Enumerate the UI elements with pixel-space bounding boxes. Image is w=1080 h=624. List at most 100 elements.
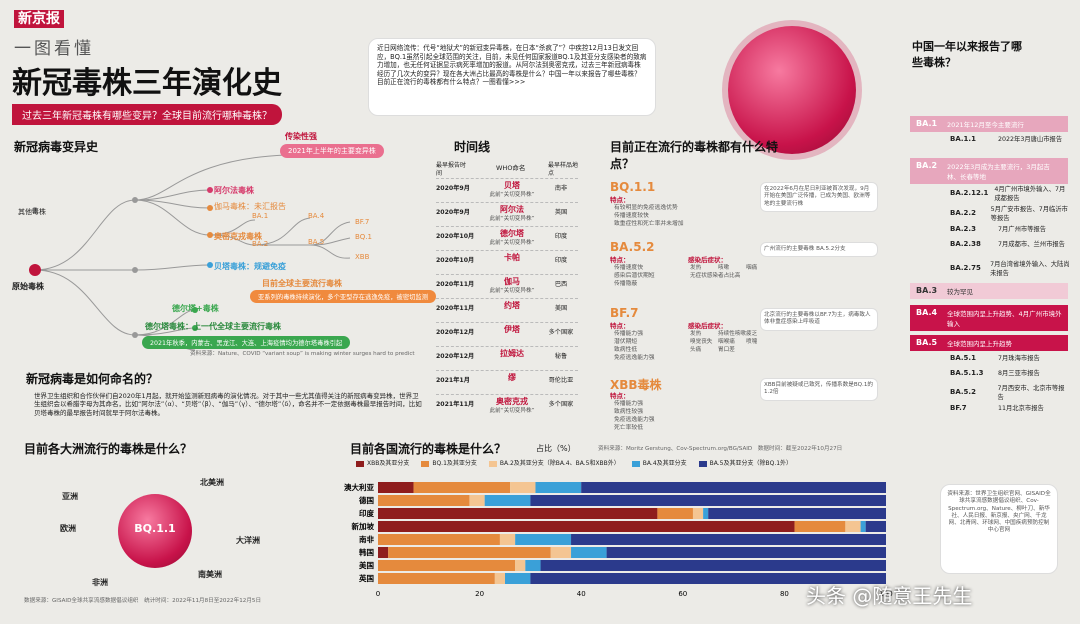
sources-box: 资料来源：世界卫生组织官网、GISAID全球共享流感数据倡议组织、Cov-Spe… (940, 484, 1058, 574)
timeline-row: 2020年9月 贝塔 此前“关切变异株” 南非 (436, 178, 578, 202)
timeline-place: 哥伦比亚 (548, 377, 574, 384)
intro-text: 近日网络流传：代号“地狱犬”的新冠变异毒株，在日本“杀疯了”？中疾控12月13日… (377, 44, 647, 87)
strain-symptom-label: 感染后症状： (688, 322, 727, 330)
timeline-note: 此前“关切变异株” (489, 240, 535, 246)
omicron-label: 奥密克戎毒株 (214, 232, 262, 241)
strain-name: XBB毒株 (610, 378, 662, 392)
timeline-col2: WHO命名 (496, 164, 526, 172)
variants-tree (29, 154, 351, 351)
continent-virus (118, 494, 192, 568)
bar-segment (378, 508, 658, 519)
node-xbb: XBB (355, 253, 370, 261)
china-item-value: 7月珠海市报告 (998, 355, 1040, 362)
china-group-ba-4: BA.4 全球范围内呈上升趋势、4月广州市境外输入 (910, 305, 1068, 331)
delta-label: 德尔塔毒株：上一代全球主要流行毒株 (145, 322, 281, 331)
bar-segment (515, 560, 526, 571)
china-group-desc: 2022年3月成为主要流行，3月起吉林、长春等地 (947, 163, 1050, 181)
china-item-value: 2022年3月唐山市报告 (998, 136, 1063, 143)
china-item: BA.2.75 7月台湾省境外输入、大陆尚未报告 (950, 259, 1070, 277)
strain-feature: 传播能力强 (614, 401, 643, 407)
page-subtitle: 过去三年新冠毒株有哪些变异？全球目前流行哪种毒株？ (12, 104, 282, 125)
china-group-label: BA.5 (916, 338, 938, 347)
strain-symptom: 咽痛 (746, 265, 758, 271)
china-group-desc: 2021年12月至今主要流行 (947, 121, 1024, 129)
category-label: 南非 (359, 534, 374, 544)
timeline-name: 卡帕 (504, 253, 520, 262)
current-main-label: 目前全球主要流行毒株 (262, 279, 342, 288)
timeline-place: 印度 (554, 233, 568, 240)
x-tick-label: 80 (780, 590, 789, 598)
china-item-key: BA.5.1.3 (950, 368, 984, 377)
sources-text: 资料来源：世界卫生组织官网、GISAID全球共享流感数据倡议组织、Cov-Spe… (947, 491, 1051, 534)
china-item: BA.1.1 2022年3月唐山市报告 (950, 134, 1070, 144)
timeline-place: 印度 (554, 257, 568, 264)
timeline-date: 2020年12月 (436, 329, 475, 336)
strain-note: 在2022年6月在尼日利亚被首次发现，9月开始在美国广泛传播，已成为美国、欧洲等… (760, 182, 878, 212)
china-item: BA.2.38 7月成都市、兰州市报告 (950, 239, 1070, 249)
china-item-key: BA.1.1 (950, 134, 976, 143)
legend-swatch (421, 460, 430, 467)
category-label: 美国 (359, 560, 374, 570)
bar-segment (530, 573, 886, 584)
strain-feature: 死亡率较低 (614, 425, 643, 431)
category-label: 新加坡 (352, 521, 375, 531)
x-tick-label: 60 (678, 590, 687, 598)
timeline-row: 2020年11月 伽马 此前“关切变异株” 巴西 (436, 274, 578, 298)
bar-segment (378, 534, 500, 545)
strain-name: BF.7 (610, 306, 639, 320)
strain-feature-label: 特点： (610, 256, 630, 264)
current-main-note: 亚系列的毒株持续演化，多个亚型存在逃逸免疫，被密切监测 (250, 290, 437, 303)
strain-feature: 传播隐蔽 (614, 281, 638, 287)
category-label: 澳大利亚 (344, 482, 374, 492)
strain-symptom: 无症状感染者占比高 (690, 273, 741, 279)
china-item-value: 11月北京市报告 (998, 405, 1044, 412)
china-group-ba-5: BA.5 全球范围内呈上升趋势 (910, 335, 1068, 351)
timeline-row: 2020年12月 伊塔 多个国家 (436, 322, 578, 346)
china-item-key: BA.2.3 (950, 224, 976, 233)
bar-segment (708, 508, 886, 519)
timeline-row: 2021年11月 奥密克戎 此前“关切变异株” 多个国家 (436, 394, 578, 418)
node-ba4: BA.4 (308, 212, 325, 220)
strain-feature: 传播速度快 (614, 265, 643, 271)
legend-swatch (698, 460, 707, 467)
brand-name: 新京报 (14, 10, 64, 28)
timeline-row: 2020年10月 卡帕 印度 (436, 250, 578, 274)
timeline-name: 伽马 (504, 277, 520, 286)
bar-segment (484, 495, 531, 506)
china-item-key: BA.5.2 (950, 388, 976, 396)
bar-segment (494, 573, 505, 584)
timeline-date: 2020年11月 (436, 305, 475, 312)
timeline-row: 2020年10月 德尔塔 此前“关切变异株” 印度 (436, 226, 578, 250)
china-group-desc: 较为罕见 (947, 288, 974, 296)
timeline-date: 2020年9月 (436, 185, 470, 192)
continent-asia: 亚洲 (62, 492, 78, 501)
timeline-col3: 最早样品地点 (548, 162, 579, 177)
strain-symptom: 嗅觉丧失 (690, 339, 713, 345)
timeline-date: 2021年1月 (436, 377, 470, 384)
bar-segment (606, 547, 886, 558)
strain-symptom: 头痛 (690, 347, 702, 353)
legend-item: XBB及其亚分支 (356, 460, 409, 468)
strain-symptom: 咳嗽 (718, 265, 730, 271)
timeline-title: 时间线 (454, 140, 491, 154)
legend-swatch (356, 460, 364, 467)
continent-oceania: 大洋洲 (236, 536, 260, 545)
continent-south-america: 南美洲 (198, 570, 222, 579)
china-group-label: BA.3 (916, 286, 938, 295)
china-item: BA.2.2 5月广安市报告、7月临沂市等报告 (950, 204, 1070, 222)
other-strains-label: 其他毒株 (18, 208, 46, 216)
x-tick-label: 20 (475, 590, 484, 598)
china-group-label: BA.1 (916, 119, 938, 128)
bar-segment (657, 508, 693, 519)
variants-tree-title: 新冠病毒变异史 (14, 140, 99, 154)
bar-segment (530, 495, 886, 506)
china-item: BA.2.3 7月广州市等报告 (950, 224, 1070, 234)
strain-card: BF.7 特点： 传播能力强 潜伏期短 致病性低 免疫逃逸能力强 感染后症状： 发热 持续性咳嗽… (610, 306, 880, 366)
strain-card: BQ.1.1 特点： 有较明显的免疫逃逸优势 传播速度较快 致重症性和死亡率并未增加 在2… (610, 180, 880, 240)
transmissibility-label: 传染性强 (285, 132, 317, 141)
delta-note: 2021年秋季，内蒙古、黑龙江、大连、上海疫情均为德尔塔毒株引起 (142, 336, 351, 349)
timeline-place: 秘鲁 (554, 353, 568, 360)
coronavirus-illustration (728, 26, 856, 154)
timeline-date: 2020年12月 (436, 353, 475, 360)
x-tick-label: 0 (376, 590, 380, 598)
